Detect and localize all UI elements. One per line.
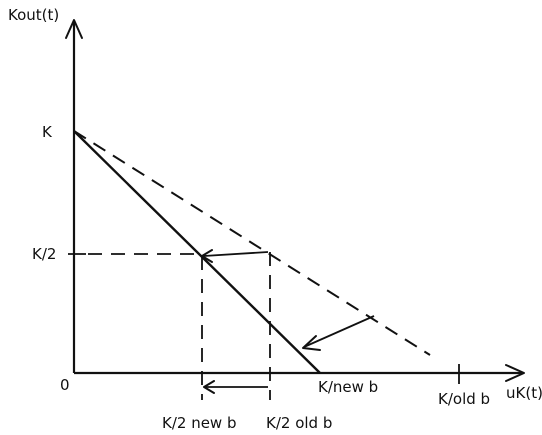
x-axis-arrowhead	[505, 364, 525, 382]
k-half-shift-arrow-line	[203, 251, 269, 257]
x-tick-k-half-old-b: K/2 old b	[266, 414, 332, 432]
y-axis-arrowhead	[65, 19, 83, 39]
bottom-shift-arrowhead	[203, 380, 215, 394]
old-b-line	[73, 130, 431, 356]
y-tick-k-half: K/2	[32, 245, 56, 263]
x-tick-k-new-b: K/new b	[318, 378, 378, 396]
line-shift-arrowhead	[302, 335, 321, 351]
x-tick-k-old-b: K/old b	[438, 390, 490, 408]
origin-label: 0	[60, 376, 70, 394]
x-axis-label: uK(t)	[506, 384, 542, 402]
y-tick-k: K	[42, 123, 53, 141]
x-tick-k-half-new-b: K/2 new b	[162, 414, 237, 432]
new-b-line	[73, 130, 321, 374]
y-axis-label: Kout(t)	[8, 6, 59, 24]
line-shift-arrow-line	[303, 315, 375, 348]
